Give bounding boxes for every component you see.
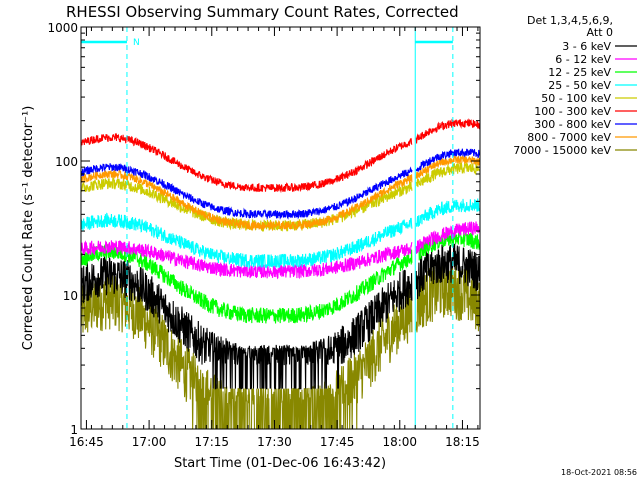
series-line [81,262,480,429]
legend-entry-label: 7000 - 15000 keV [513,144,611,157]
legend-entry-label: 100 - 300 keV [534,105,611,118]
plot-frame [80,26,481,430]
generated-timestamp: 18-Oct-2021 08:56 [561,468,637,477]
legend-header: Att 0 [587,26,613,39]
series-line [81,198,480,270]
x-tick-label: 16:45 [69,435,104,449]
legend-entry-label: 12 - 25 keV [548,66,611,79]
y-tick-label: 10 [63,289,78,303]
series-line [81,243,480,390]
y-tick-label: 1 [70,423,78,437]
legend-entry-label: 800 - 7000 keV [527,131,611,144]
legend-entry-label: 25 - 50 keV [548,79,611,92]
x-tick-label: 17:00 [132,435,167,449]
y-tick-label: 1000 [47,21,78,35]
x-tick-label: 18:15 [445,435,480,449]
series-line [81,118,480,194]
x-tick-label: 17:15 [194,435,229,449]
series-layer [81,118,480,429]
x-tick-label: 18:00 [382,435,417,449]
y-tick-label: 100 [55,155,78,169]
night-flag-label: N [133,38,140,48]
chart-title: RHESSI Observing Summary Count Rates, Co… [66,3,459,21]
plot-area: N [81,27,480,429]
y-axis-label: Corrected Count Rate (s⁻¹ detector⁻¹) [21,106,36,351]
x-axis: 16:45 17:00 17:15 17:30 17:45 18:00 18:15 [69,27,480,449]
x-axis-label: Start Time (01-Dec-06 16:43:42) [174,456,386,471]
x-tick-label: 17:30 [257,435,292,449]
legend-entry-label: 3 - 6 keV [562,40,611,53]
legend-entry-label: 300 - 800 keV [534,118,611,131]
annotation-layer: N [81,27,454,429]
legend-entry-label: 50 - 100 keV [541,92,611,105]
legend-header: Det 1,3,4,5,6,9, [527,14,613,27]
series-line [81,148,480,221]
y-axis: 1 10 100 1000 [47,21,480,437]
x-tick-label: 17:45 [320,435,355,449]
legend-entry-label: 6 - 12 keV [555,53,611,66]
